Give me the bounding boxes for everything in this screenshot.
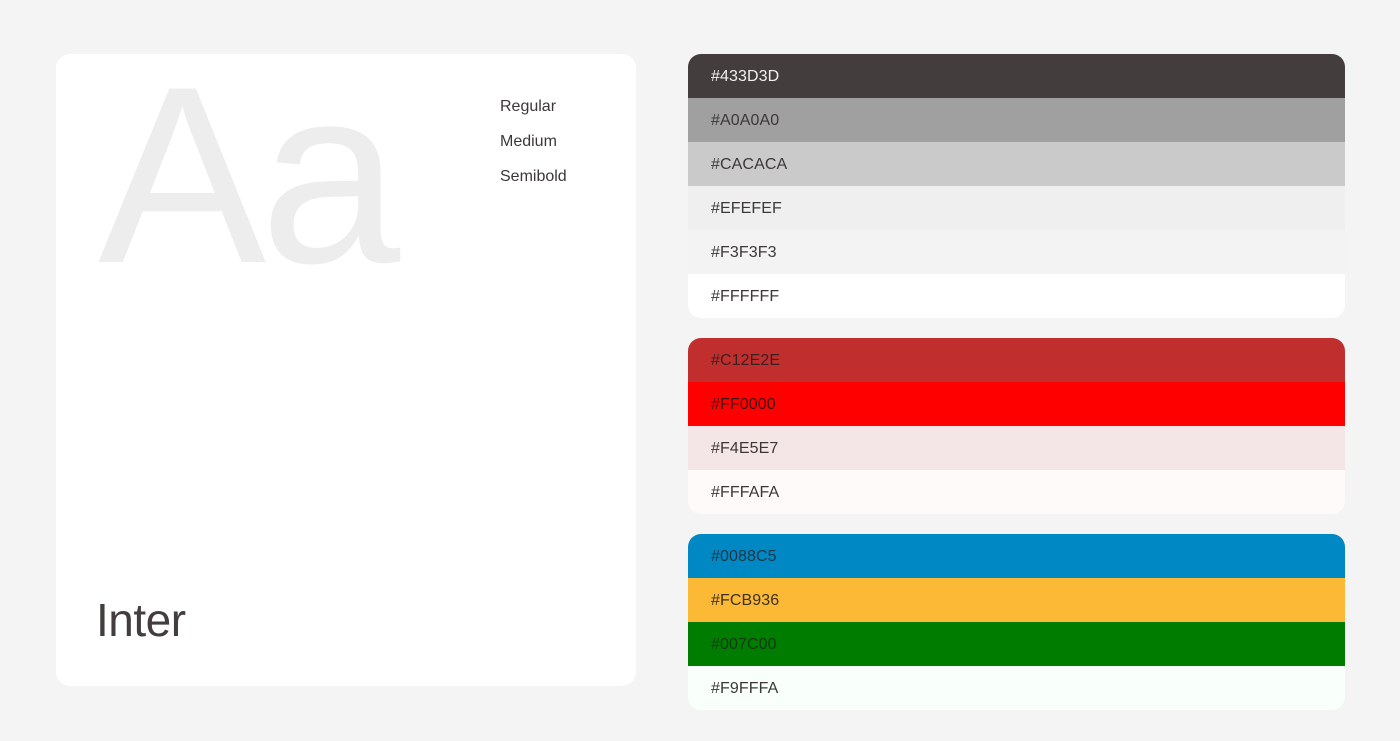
- color-swatch-hex-label: #433D3D: [711, 67, 780, 85]
- color-swatch-hex-label: #FFFAFA: [711, 483, 780, 501]
- color-swatch[interactable]: #FF0000: [688, 382, 1345, 426]
- color-swatch[interactable]: #F3F3F3: [688, 230, 1345, 274]
- color-swatch-hex-label: #007C00: [711, 635, 777, 653]
- font-weight-list: Regular Medium Semibold: [500, 98, 567, 185]
- font-family-name: Inter: [96, 594, 186, 646]
- color-swatch[interactable]: #EFEFEF: [688, 186, 1345, 230]
- color-swatch-hex-label: #F9FFFA: [711, 679, 779, 697]
- color-swatch[interactable]: #C12E2E: [688, 338, 1345, 382]
- swatch-group-reds: #C12E2E #FF0000 #F4E5E7 #FFFAFA: [688, 338, 1345, 514]
- color-swatch[interactable]: #CACACA: [688, 142, 1345, 186]
- font-weight-regular: Regular: [500, 98, 557, 115]
- color-swatch[interactable]: #433D3D: [688, 54, 1345, 98]
- color-swatch[interactable]: #F4E5E7: [688, 426, 1345, 470]
- color-swatch-hex-label: #F3F3F3: [711, 243, 777, 261]
- typography-card: Aa Regular Medium Semibold Inter: [56, 50, 636, 686]
- color-swatch[interactable]: #A0A0A0: [688, 98, 1345, 142]
- color-swatch[interactable]: #007C00: [688, 622, 1345, 666]
- color-swatch[interactable]: #F9FFFA: [688, 666, 1345, 710]
- font-weight-semibold: Semibold: [500, 168, 567, 185]
- color-swatch[interactable]: #FCB936: [688, 578, 1345, 622]
- color-swatch-hex-label: #FFFFFF: [711, 287, 780, 305]
- color-swatch-hex-label: #F4E5E7: [711, 439, 779, 457]
- color-swatch-hex-label: #FF0000: [711, 395, 776, 413]
- typeface-specimen-aa: Aa: [98, 35, 400, 316]
- color-swatch-hex-label: #EFEFEF: [711, 199, 782, 217]
- color-swatch-hex-label: #C12E2E: [711, 351, 781, 369]
- color-swatch[interactable]: #FFFFFF: [688, 274, 1345, 318]
- font-weight-medium: Medium: [500, 133, 557, 150]
- color-swatch-hex-label: #A0A0A0: [711, 111, 780, 129]
- color-palette: #433D3D #A0A0A0 #CACACA #EFEFEF #F3F3F3 #FFFF…: [688, 54, 1345, 710]
- swatch-group-neutrals: #433D3D #A0A0A0 #CACACA #EFEFEF #F3F3F3 #FFFF…: [688, 54, 1345, 318]
- swatch-group-accents: #0088C5 #FCB936 #007C00 #F9FFFA: [688, 534, 1345, 710]
- color-swatch-hex-label: #0088C5: [711, 547, 777, 565]
- color-swatch[interactable]: #0088C5: [688, 534, 1345, 578]
- color-swatch-hex-label: #FCB936: [711, 591, 780, 609]
- color-swatch-hex-label: #CACACA: [711, 155, 788, 173]
- color-swatch[interactable]: #FFFAFA: [688, 470, 1345, 514]
